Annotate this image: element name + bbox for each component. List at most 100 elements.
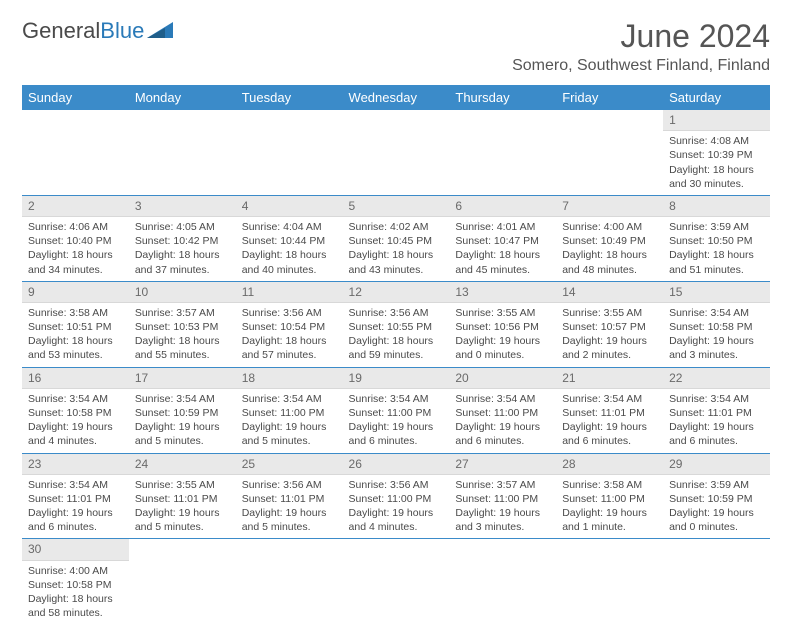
sunset-text: Sunset: 10:44 PM bbox=[242, 234, 337, 248]
sunset-text: Sunset: 11:00 PM bbox=[349, 406, 444, 420]
weekday-header: Saturday bbox=[663, 85, 770, 110]
calendar-cell: 27Sunrise: 3:57 AMSunset: 11:00 PMDaylig… bbox=[449, 453, 556, 539]
daylight-text: Daylight: 19 hours and 4 minutes. bbox=[28, 420, 123, 448]
calendar-cell-empty bbox=[556, 539, 663, 624]
day-data: Sunrise: 3:54 AMSunset: 11:00 PMDaylight… bbox=[449, 389, 556, 453]
sunrise-text: Sunrise: 3:55 AM bbox=[455, 306, 550, 320]
location-label: Somero, Southwest Finland, Finland bbox=[512, 57, 770, 75]
daylight-text: Daylight: 19 hours and 6 minutes. bbox=[28, 506, 123, 534]
sunrise-text: Sunrise: 4:04 AM bbox=[242, 220, 337, 234]
calendar-row: 23Sunrise: 3:54 AMSunset: 11:01 PMDaylig… bbox=[22, 453, 770, 539]
day-data: Sunrise: 3:58 AMSunset: 11:00 PMDaylight… bbox=[556, 475, 663, 539]
sunset-text: Sunset: 10:49 PM bbox=[562, 234, 657, 248]
calendar-row: 9Sunrise: 3:58 AMSunset: 10:51 PMDayligh… bbox=[22, 281, 770, 367]
calendar-cell: 11Sunrise: 3:56 AMSunset: 10:54 PMDaylig… bbox=[236, 281, 343, 367]
sunrise-text: Sunrise: 4:05 AM bbox=[135, 220, 230, 234]
day-data: Sunrise: 3:56 AMSunset: 11:01 PMDaylight… bbox=[236, 475, 343, 539]
sunrise-text: Sunrise: 3:56 AM bbox=[242, 478, 337, 492]
day-number: 2 bbox=[22, 196, 129, 217]
sunrise-text: Sunrise: 3:57 AM bbox=[455, 478, 550, 492]
sunrise-text: Sunrise: 4:02 AM bbox=[349, 220, 444, 234]
calendar-cell: 12Sunrise: 3:56 AMSunset: 10:55 PMDaylig… bbox=[343, 281, 450, 367]
daylight-text: Daylight: 18 hours and 30 minutes. bbox=[669, 163, 764, 191]
sunset-text: Sunset: 11:01 PM bbox=[669, 406, 764, 420]
daylight-text: Daylight: 18 hours and 59 minutes. bbox=[349, 334, 444, 362]
daylight-text: Daylight: 18 hours and 48 minutes. bbox=[562, 248, 657, 276]
daylight-text: Daylight: 18 hours and 45 minutes. bbox=[455, 248, 550, 276]
daylight-text: Daylight: 19 hours and 6 minutes. bbox=[562, 420, 657, 448]
calendar-cell: 30Sunrise: 4:00 AMSunset: 10:58 PMDaylig… bbox=[22, 539, 129, 624]
day-data: Sunrise: 4:08 AMSunset: 10:39 PMDaylight… bbox=[663, 131, 770, 195]
sunrise-text: Sunrise: 4:00 AM bbox=[562, 220, 657, 234]
sunset-text: Sunset: 11:01 PM bbox=[28, 492, 123, 506]
daylight-text: Daylight: 19 hours and 5 minutes. bbox=[242, 506, 337, 534]
day-number: 24 bbox=[129, 454, 236, 475]
day-data: Sunrise: 3:57 AMSunset: 10:53 PMDaylight… bbox=[129, 303, 236, 367]
calendar-cell: 22Sunrise: 3:54 AMSunset: 11:01 PMDaylig… bbox=[663, 367, 770, 453]
daylight-text: Daylight: 18 hours and 53 minutes. bbox=[28, 334, 123, 362]
sunset-text: Sunset: 10:45 PM bbox=[349, 234, 444, 248]
calendar-cell-empty bbox=[129, 110, 236, 195]
daylight-text: Daylight: 18 hours and 34 minutes. bbox=[28, 248, 123, 276]
day-number: 1 bbox=[663, 110, 770, 131]
calendar-cell-empty bbox=[129, 539, 236, 624]
sunset-text: Sunset: 11:00 PM bbox=[349, 492, 444, 506]
day-number: 12 bbox=[343, 282, 450, 303]
sunrise-text: Sunrise: 3:59 AM bbox=[669, 478, 764, 492]
day-number: 5 bbox=[343, 196, 450, 217]
sunrise-text: Sunrise: 3:54 AM bbox=[28, 392, 123, 406]
day-data: Sunrise: 3:54 AMSunset: 11:00 PMDaylight… bbox=[343, 389, 450, 453]
calendar-cell: 25Sunrise: 3:56 AMSunset: 11:01 PMDaylig… bbox=[236, 453, 343, 539]
calendar-cell-empty bbox=[449, 539, 556, 624]
weekday-header: Tuesday bbox=[236, 85, 343, 110]
calendar-row: 30Sunrise: 4:00 AMSunset: 10:58 PMDaylig… bbox=[22, 539, 770, 624]
sunrise-text: Sunrise: 3:54 AM bbox=[455, 392, 550, 406]
calendar-row: 2Sunrise: 4:06 AMSunset: 10:40 PMDayligh… bbox=[22, 195, 770, 281]
sunset-text: Sunset: 10:40 PM bbox=[28, 234, 123, 248]
daylight-text: Daylight: 18 hours and 37 minutes. bbox=[135, 248, 230, 276]
calendar-cell-empty bbox=[449, 110, 556, 195]
calendar-cell-empty bbox=[22, 110, 129, 195]
calendar-cell: 18Sunrise: 3:54 AMSunset: 11:00 PMDaylig… bbox=[236, 367, 343, 453]
day-data: Sunrise: 4:02 AMSunset: 10:45 PMDaylight… bbox=[343, 217, 450, 281]
day-number: 8 bbox=[663, 196, 770, 217]
sunset-text: Sunset: 10:58 PM bbox=[28, 406, 123, 420]
day-number: 25 bbox=[236, 454, 343, 475]
day-number: 18 bbox=[236, 368, 343, 389]
sunrise-text: Sunrise: 4:00 AM bbox=[28, 564, 123, 578]
sunset-text: Sunset: 11:00 PM bbox=[455, 492, 550, 506]
sunset-text: Sunset: 10:54 PM bbox=[242, 320, 337, 334]
calendar-head: SundayMondayTuesdayWednesdayThursdayFrid… bbox=[22, 85, 770, 110]
day-data: Sunrise: 3:55 AMSunset: 10:57 PMDaylight… bbox=[556, 303, 663, 367]
daylight-text: Daylight: 19 hours and 6 minutes. bbox=[349, 420, 444, 448]
calendar-row: 16Sunrise: 3:54 AMSunset: 10:58 PMDaylig… bbox=[22, 367, 770, 453]
calendar-cell: 17Sunrise: 3:54 AMSunset: 10:59 PMDaylig… bbox=[129, 367, 236, 453]
daylight-text: Daylight: 19 hours and 6 minutes. bbox=[669, 420, 764, 448]
sunrise-text: Sunrise: 4:08 AM bbox=[669, 134, 764, 148]
day-data: Sunrise: 4:00 AMSunset: 10:58 PMDaylight… bbox=[22, 561, 129, 624]
sunrise-text: Sunrise: 3:56 AM bbox=[242, 306, 337, 320]
sunrise-text: Sunrise: 3:54 AM bbox=[669, 306, 764, 320]
day-number: 20 bbox=[449, 368, 556, 389]
day-number: 11 bbox=[236, 282, 343, 303]
daylight-text: Daylight: 18 hours and 55 minutes. bbox=[135, 334, 230, 362]
day-number: 10 bbox=[129, 282, 236, 303]
day-number: 27 bbox=[449, 454, 556, 475]
daylight-text: Daylight: 18 hours and 58 minutes. bbox=[28, 592, 123, 620]
day-number: 29 bbox=[663, 454, 770, 475]
day-data: Sunrise: 3:59 AMSunset: 10:50 PMDaylight… bbox=[663, 217, 770, 281]
daylight-text: Daylight: 19 hours and 6 minutes. bbox=[455, 420, 550, 448]
day-number: 19 bbox=[343, 368, 450, 389]
sunset-text: Sunset: 11:00 PM bbox=[455, 406, 550, 420]
daylight-text: Daylight: 19 hours and 0 minutes. bbox=[669, 506, 764, 534]
calendar-cell: 10Sunrise: 3:57 AMSunset: 10:53 PMDaylig… bbox=[129, 281, 236, 367]
day-data: Sunrise: 3:58 AMSunset: 10:51 PMDaylight… bbox=[22, 303, 129, 367]
day-data: Sunrise: 4:06 AMSunset: 10:40 PMDaylight… bbox=[22, 217, 129, 281]
sunrise-text: Sunrise: 3:56 AM bbox=[349, 306, 444, 320]
sunset-text: Sunset: 10:42 PM bbox=[135, 234, 230, 248]
calendar-cell-empty bbox=[236, 539, 343, 624]
daylight-text: Daylight: 19 hours and 4 minutes. bbox=[349, 506, 444, 534]
calendar-cell: 2Sunrise: 4:06 AMSunset: 10:40 PMDayligh… bbox=[22, 195, 129, 281]
weekday-header: Sunday bbox=[22, 85, 129, 110]
daylight-text: Daylight: 18 hours and 51 minutes. bbox=[669, 248, 764, 276]
